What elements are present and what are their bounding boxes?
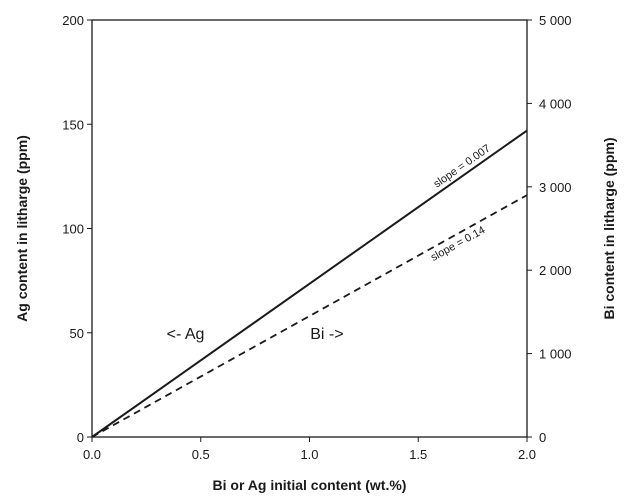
y-right-tick-label: 1 000 <box>539 347 572 362</box>
y-left-tick-label: 50 <box>70 326 84 341</box>
slope-label-ag: slope = 0.007 <box>432 142 493 190</box>
y-right-tick-label: 0 <box>539 430 546 445</box>
plot-area <box>91 19 528 438</box>
x-tick-label: 1.0 <box>300 447 318 462</box>
y-left-tick-label: 200 <box>62 13 84 28</box>
annotation-ag-arrow: <- Ag <box>167 326 205 343</box>
x-tick-label: 1.5 <box>409 447 427 462</box>
series-line-ag-solid <box>91 129 528 438</box>
y-right-tick-label: 2 000 <box>539 263 572 278</box>
y-left-tick-label: 100 <box>62 222 84 237</box>
x-tick-label: 0.0 <box>83 447 101 462</box>
y-left-tick-label: 150 <box>62 117 84 132</box>
series-line-bi-dashed <box>91 194 528 438</box>
y-right-tick-label: 5 000 <box>539 13 572 28</box>
y-right-tick-label: 3 000 <box>539 180 572 195</box>
x-tick-label: 2.0 <box>518 447 536 462</box>
slope-label-bi: slope = 0.14 <box>429 224 487 264</box>
y-axis-left-title: Ag content in litharge (ppm) <box>14 135 30 322</box>
y-axis-right-title: Bi content in litharge (ppm) <box>601 138 617 320</box>
y-right-tick-label: 4 000 <box>539 96 572 111</box>
y-left-tick-label: 0 <box>77 430 84 445</box>
x-axis-title: Bi or Ag initial content (wt.%) <box>213 477 407 493</box>
annotation-bi-arrow: Bi -> <box>310 326 343 343</box>
x-tick-label: 0.5 <box>192 447 210 462</box>
